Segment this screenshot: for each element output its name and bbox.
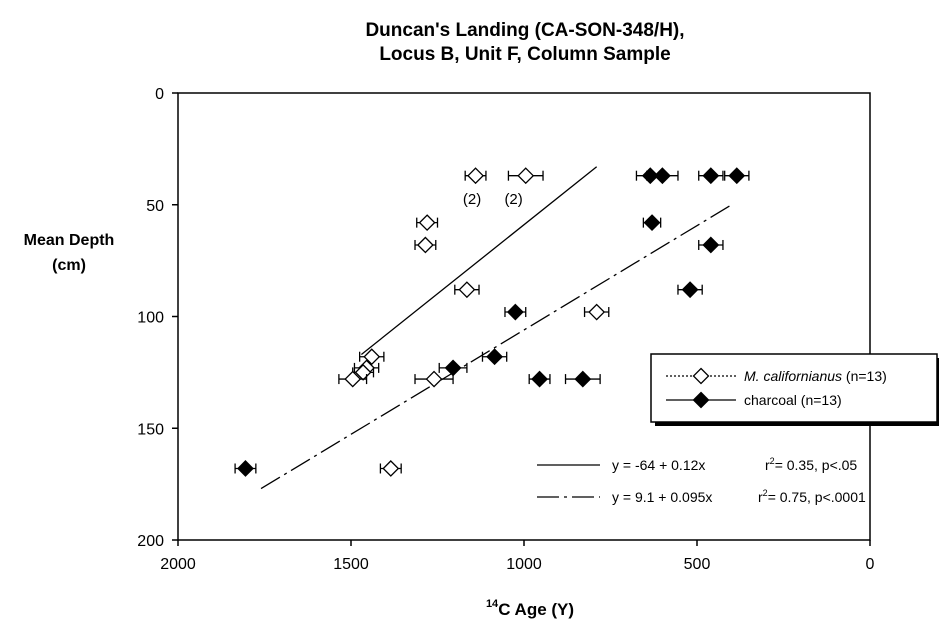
charcoal-point bbox=[486, 348, 504, 366]
charcoal-point bbox=[681, 281, 699, 299]
mussel-point bbox=[467, 167, 484, 185]
y-tick-label: 50 bbox=[146, 198, 164, 215]
x-tick-label: 1500 bbox=[333, 556, 369, 573]
y-tick-label: 150 bbox=[137, 421, 164, 438]
charcoal-point bbox=[574, 370, 592, 388]
chart-title: Duncan's Landing (CA-SON-348/H), bbox=[365, 20, 685, 41]
point-count-label: (2) bbox=[504, 191, 522, 208]
charcoal-point bbox=[643, 214, 661, 232]
charcoal-point bbox=[702, 167, 720, 185]
regression-equation: y = -64 + 0.12x bbox=[612, 457, 705, 473]
charcoal-point bbox=[653, 167, 671, 185]
charcoal-point bbox=[237, 460, 254, 477]
regression-statistics: r2= 0.75, p<.0001 bbox=[758, 488, 866, 505]
legend-charcoal-marker bbox=[692, 391, 710, 409]
charcoal-regression-line bbox=[260, 204, 732, 490]
charcoal-point bbox=[531, 370, 548, 388]
legend-series-name: charcoal bbox=[744, 392, 797, 408]
r-squared-exponent: 2 bbox=[763, 488, 768, 498]
legend-box bbox=[650, 353, 938, 423]
y-axis-label-line1: Mean Depth bbox=[23, 232, 115, 249]
x-tick-label: 1000 bbox=[506, 556, 542, 573]
point-count-label: (2) bbox=[463, 191, 481, 208]
x-axis-label: 14C Age (Y) bbox=[420, 598, 640, 620]
regression-statistics: r2= 0.35, p<.05 bbox=[765, 456, 857, 473]
mussel-point bbox=[458, 281, 476, 299]
r-squared-value: = 0.35, p<.05 bbox=[775, 457, 858, 473]
charcoal-point bbox=[444, 359, 462, 377]
mussel-point bbox=[363, 348, 381, 366]
y-tick-label: 200 bbox=[137, 533, 164, 550]
mussel-point bbox=[517, 167, 535, 185]
charcoal-point bbox=[702, 236, 720, 254]
regression-equation: y = 9.1 + 0.095x bbox=[612, 489, 712, 505]
legend-mussel-label: M. californianus (n=13) bbox=[744, 368, 887, 384]
x-tick-label: 2000 bbox=[160, 556, 196, 573]
r-squared-symbol: r bbox=[765, 457, 770, 473]
r-squared-exponent: 2 bbox=[770, 456, 775, 466]
mussel-point bbox=[425, 370, 443, 388]
charcoal-point bbox=[728, 167, 746, 185]
x-tick-label: 0 bbox=[866, 556, 875, 573]
mussel-point bbox=[418, 214, 436, 232]
mussel-point bbox=[588, 303, 606, 321]
mussel-regression-line bbox=[360, 166, 598, 356]
x-axis-label-superscript: 14 bbox=[485, 598, 499, 610]
y-axis-label-line2: (cm) bbox=[52, 257, 86, 274]
mussel-point bbox=[382, 460, 400, 477]
mussel-point bbox=[416, 236, 434, 254]
x-tick-label: 500 bbox=[684, 556, 711, 573]
legend-charcoal-label: charcoal (n=13) bbox=[744, 392, 842, 408]
legend-mussel-marker bbox=[692, 367, 710, 385]
x-axis-label-text: C Age (Y) bbox=[498, 600, 575, 619]
y-tick-label: 100 bbox=[137, 310, 164, 327]
y-axis-label: Mean Depth (cm) bbox=[4, 228, 134, 278]
legend-series-count: (n=13) bbox=[797, 392, 842, 408]
r-squared-value: = 0.75, p<.0001 bbox=[768, 489, 866, 505]
charcoal-point bbox=[506, 303, 524, 321]
chart-subtitle: Locus B, Unit F, Column Sample bbox=[379, 44, 671, 65]
r-squared-symbol: r bbox=[758, 489, 763, 505]
legend-series-name: M. californianus bbox=[744, 368, 842, 384]
y-tick-label: 0 bbox=[155, 86, 164, 103]
mussel-point bbox=[344, 370, 362, 388]
legend-series-count: (n=13) bbox=[842, 368, 887, 384]
